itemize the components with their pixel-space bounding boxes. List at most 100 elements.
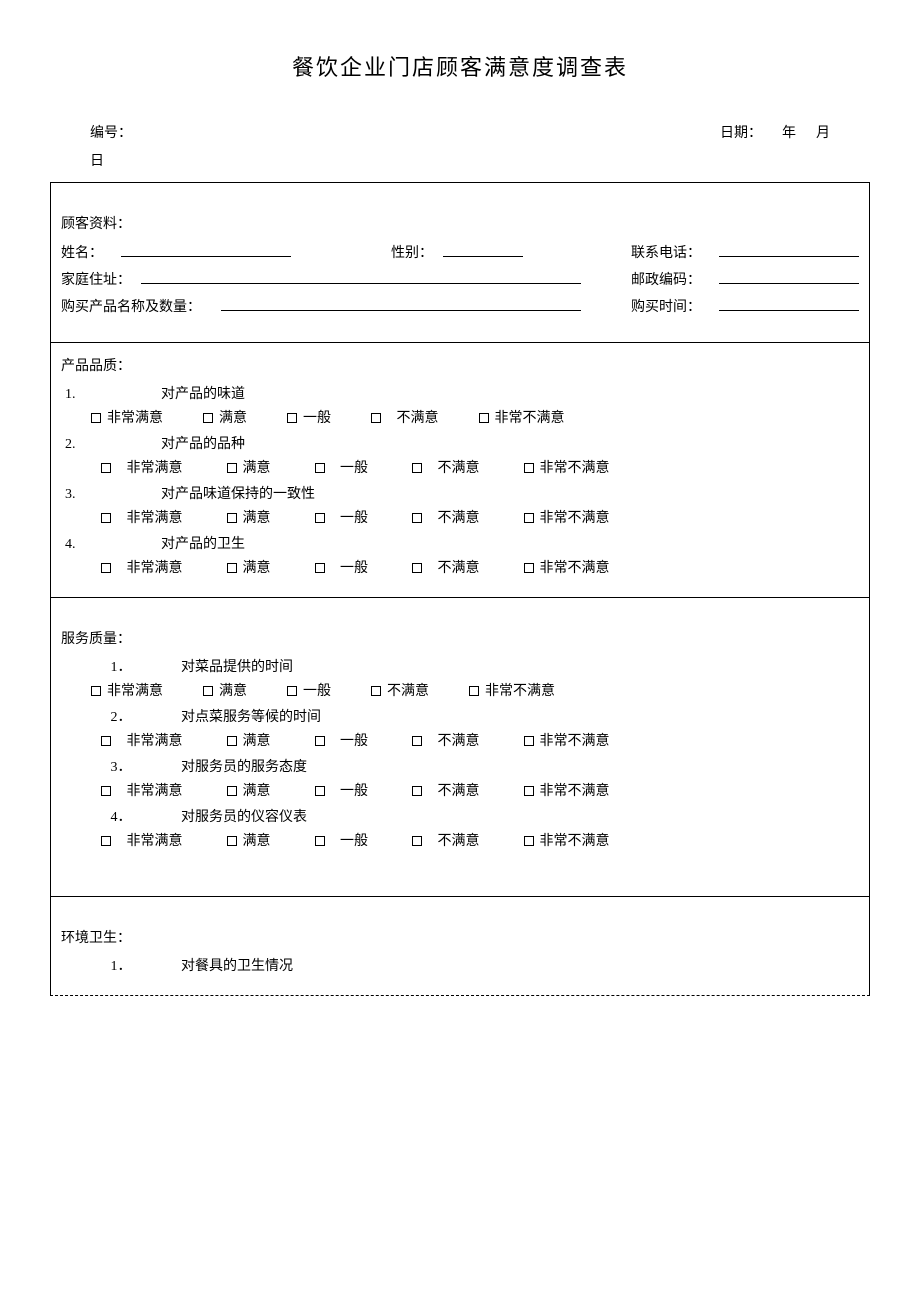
product-label: 购买产品名称及数量： [61,296,201,316]
s2-q1-opts: 非常满意 满意 一般 不满意 非常不满意 [61,680,859,700]
zip-field[interactable] [719,268,859,284]
date-label: 日期： [720,122,762,142]
q-text: 对服务员的仪容仪表 [181,806,307,826]
q-num: 1． [61,955,181,975]
s2-title: 服务质量： [61,628,859,648]
s2-q3: 3． 对服务员的服务态度 [61,756,859,776]
s2-q3-opts: 非常满意 满意 一般 不满意 非常不满意 [61,780,859,800]
page-title: 餐饮企业门店顾客满意度调查表 [40,50,880,82]
q-text: 对餐具的卫生情况 [181,955,293,975]
opt-unsatisfied[interactable]: 不满意 [412,507,480,527]
opt-very-unsatisfied[interactable]: 非常不满意 [479,407,565,427]
header-row: 编号： 日期： 年 月 [40,122,880,142]
opt-satisfied[interactable]: 满意 [203,680,247,700]
q-text: 对产品的味道 [161,383,245,403]
time-field[interactable] [719,295,859,311]
opt-unsatisfied[interactable]: 不满意 [412,830,480,850]
address-label: 家庭住址： [61,269,131,289]
opt-very-satisfied[interactable]: 非常满意 [91,407,163,427]
s1-q3: 3. 对产品味道保持的一致性 [61,483,859,503]
s1-q4: 4. 对产品的卫生 [61,533,859,553]
zip-label: 邮政编码： [631,269,701,289]
address-field[interactable] [141,268,581,284]
opt-satisfied[interactable]: 满意 [227,457,271,477]
q-num: 4． [61,806,181,826]
day-label: 日 [40,150,880,170]
opt-very-satisfied[interactable]: 非常满意 [101,830,183,850]
s3-q1: 1． 对餐具的卫生情况 [61,955,859,975]
opt-unsatisfied[interactable]: 不满意 [371,407,439,427]
opt-satisfied[interactable]: 满意 [227,830,271,850]
year-label: 年 [782,122,796,142]
opt-very-satisfied[interactable]: 非常满意 [91,680,163,700]
gender-field[interactable] [443,241,523,257]
q-num: 1． [61,656,181,676]
q-text: 对产品的卫生 [161,533,245,553]
opt-very-unsatisfied[interactable]: 非常不满意 [524,730,610,750]
opt-neutral[interactable]: 一般 [287,407,331,427]
s1-q2-opts: 非常满意 满意 一般 不满意 非常不满意 [61,457,859,477]
s1-q1: 1. 对产品的味道 [61,383,859,403]
section-service-quality: 服务质量： 1． 对菜品提供的时间 非常满意 满意 一般 不满意 非常不满意 2… [51,598,869,897]
opt-very-unsatisfied[interactable]: 非常不满意 [524,780,610,800]
q-text: 对点菜服务等候的时间 [181,706,321,726]
q-num: 2. [61,437,101,453]
opt-neutral[interactable]: 一般 [315,507,369,527]
phone-label: 联系电话： [631,242,701,262]
phone-field[interactable] [719,241,859,257]
opt-very-satisfied[interactable]: 非常满意 [101,730,183,750]
q-text: 对产品味道保持的一致性 [161,483,315,503]
opt-very-unsatisfied[interactable]: 非常不满意 [524,507,610,527]
opt-very-unsatisfied[interactable]: 非常不满意 [469,680,555,700]
q-num: 2． [61,706,181,726]
s2-q1: 1． 对菜品提供的时间 [61,656,859,676]
opt-neutral[interactable]: 一般 [315,557,369,577]
gender-label: 性别： [391,242,433,262]
opt-satisfied[interactable]: 满意 [203,407,247,427]
s2-q4-opts: 非常满意 满意 一般 不满意 非常不满意 [61,830,859,850]
q-num: 1. [61,387,101,403]
opt-satisfied[interactable]: 满意 [227,780,271,800]
s1-q2: 2. 对产品的品种 [61,433,859,453]
opt-very-unsatisfied[interactable]: 非常不满意 [524,557,610,577]
opt-neutral[interactable]: 一般 [315,457,369,477]
opt-neutral[interactable]: 一般 [315,780,369,800]
q-text: 对菜品提供的时间 [181,656,293,676]
opt-unsatisfied[interactable]: 不满意 [412,557,480,577]
q-text: 对服务员的服务态度 [181,756,307,776]
opt-very-satisfied[interactable]: 非常满意 [101,507,183,527]
opt-unsatisfied[interactable]: 不满意 [371,680,429,700]
opt-neutral[interactable]: 一般 [315,830,369,850]
s2-q2-opts: 非常满意 满意 一般 不满意 非常不满意 [61,730,859,750]
section-environment: 环境卫生： 1． 对餐具的卫生情况 [51,897,869,995]
month-label: 月 [816,122,830,142]
s1-title: 产品品质： [61,355,859,375]
opt-unsatisfied[interactable]: 不满意 [412,730,480,750]
product-field[interactable] [221,295,581,311]
opt-very-unsatisfied[interactable]: 非常不满意 [524,457,610,477]
opt-satisfied[interactable]: 满意 [227,507,271,527]
section-product-quality: 产品品质： 1. 对产品的味道 非常满意 满意 一般 不满意 非常不满意 2. … [51,343,869,598]
opt-neutral[interactable]: 一般 [315,730,369,750]
form-container: 顾客资料： 姓名： 性别： 联系电话： 家庭住址： 邮政编码： [50,182,870,996]
name-label: 姓名： [61,242,103,262]
s2-q4: 4． 对服务员的仪容仪表 [61,806,859,826]
q-num: 3. [61,487,101,503]
s3-title: 环境卫生： [61,927,859,947]
customer-title: 顾客资料： [61,213,859,233]
s1-q4-opts: 非常满意 满意 一般 不满意 非常不满意 [61,557,859,577]
opt-satisfied[interactable]: 满意 [227,730,271,750]
section-customer: 顾客资料： 姓名： 性别： 联系电话： 家庭住址： 邮政编码： [51,183,869,343]
opt-neutral[interactable]: 一般 [287,680,331,700]
opt-very-satisfied[interactable]: 非常满意 [101,557,183,577]
opt-very-satisfied[interactable]: 非常满意 [101,780,183,800]
opt-very-unsatisfied[interactable]: 非常不满意 [524,830,610,850]
name-field[interactable] [121,241,291,257]
opt-satisfied[interactable]: 满意 [227,557,271,577]
opt-unsatisfied[interactable]: 不满意 [412,780,480,800]
opt-very-satisfied[interactable]: 非常满意 [101,457,183,477]
opt-unsatisfied[interactable]: 不满意 [412,457,480,477]
s1-q3-opts: 非常满意 满意 一般 不满意 非常不满意 [61,507,859,527]
q-num: 3． [61,756,181,776]
s1-q1-opts: 非常满意 满意 一般 不满意 非常不满意 [61,407,859,427]
